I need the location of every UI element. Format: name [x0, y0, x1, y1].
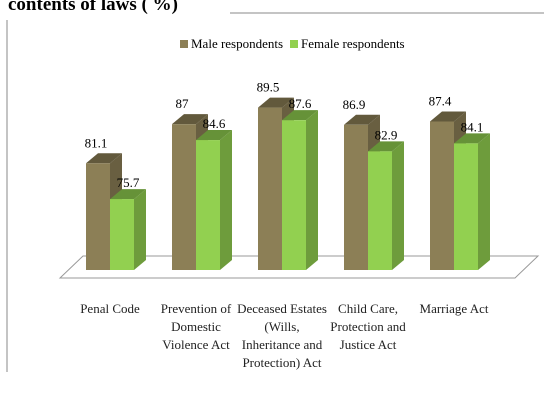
value-label: 86.9	[343, 97, 366, 112]
bar-top	[430, 111, 466, 122]
value-label: 84.1	[461, 119, 484, 134]
bar-side	[478, 133, 490, 270]
bar	[368, 151, 392, 270]
value-label: 84.6	[203, 116, 226, 131]
bar	[430, 121, 454, 270]
bar	[110, 199, 134, 270]
value-label: 87	[176, 96, 190, 111]
bar-top	[86, 153, 122, 164]
bar	[172, 124, 196, 270]
bar-top	[110, 189, 146, 200]
bar	[454, 143, 478, 270]
value-label: 89.5	[257, 80, 280, 95]
bar	[258, 107, 282, 271]
bar-side	[392, 141, 404, 270]
value-label: 75.7	[117, 175, 140, 190]
bar	[282, 120, 306, 270]
bar-top	[282, 110, 318, 121]
chart-title: contents of laws ( %)	[8, 0, 178, 15]
bar-top	[258, 97, 294, 108]
bar-top	[196, 130, 232, 141]
value-label: 81.1	[85, 135, 108, 150]
bar	[86, 163, 110, 270]
bar	[196, 140, 220, 270]
legend-swatch	[180, 40, 188, 48]
legend-label: Male respondents	[191, 36, 283, 51]
legend-swatch	[290, 40, 298, 48]
bar-side	[306, 110, 318, 270]
x-tick-label: Penal Code	[80, 301, 140, 316]
bar	[344, 124, 368, 270]
bar-top	[172, 114, 208, 125]
bar-top	[344, 114, 380, 125]
value-label: 82.9	[375, 127, 398, 142]
x-tick-label: Deceased Estates (Wills, Inheritance and…	[237, 301, 327, 370]
legend-label: Female respondents	[301, 36, 405, 51]
x-tick-label: Marriage Act	[419, 301, 489, 316]
bar-side	[134, 189, 146, 270]
x-tick-label: Prevention of Domestic Violence Act	[160, 301, 232, 352]
x-tick-label: Child Care, Protection and Justice Act	[330, 301, 406, 352]
bar-side	[220, 130, 232, 270]
value-label: 87.6	[289, 96, 312, 111]
bar-top	[454, 133, 490, 144]
value-label: 87.4	[429, 93, 452, 108]
bar-top	[368, 141, 404, 152]
